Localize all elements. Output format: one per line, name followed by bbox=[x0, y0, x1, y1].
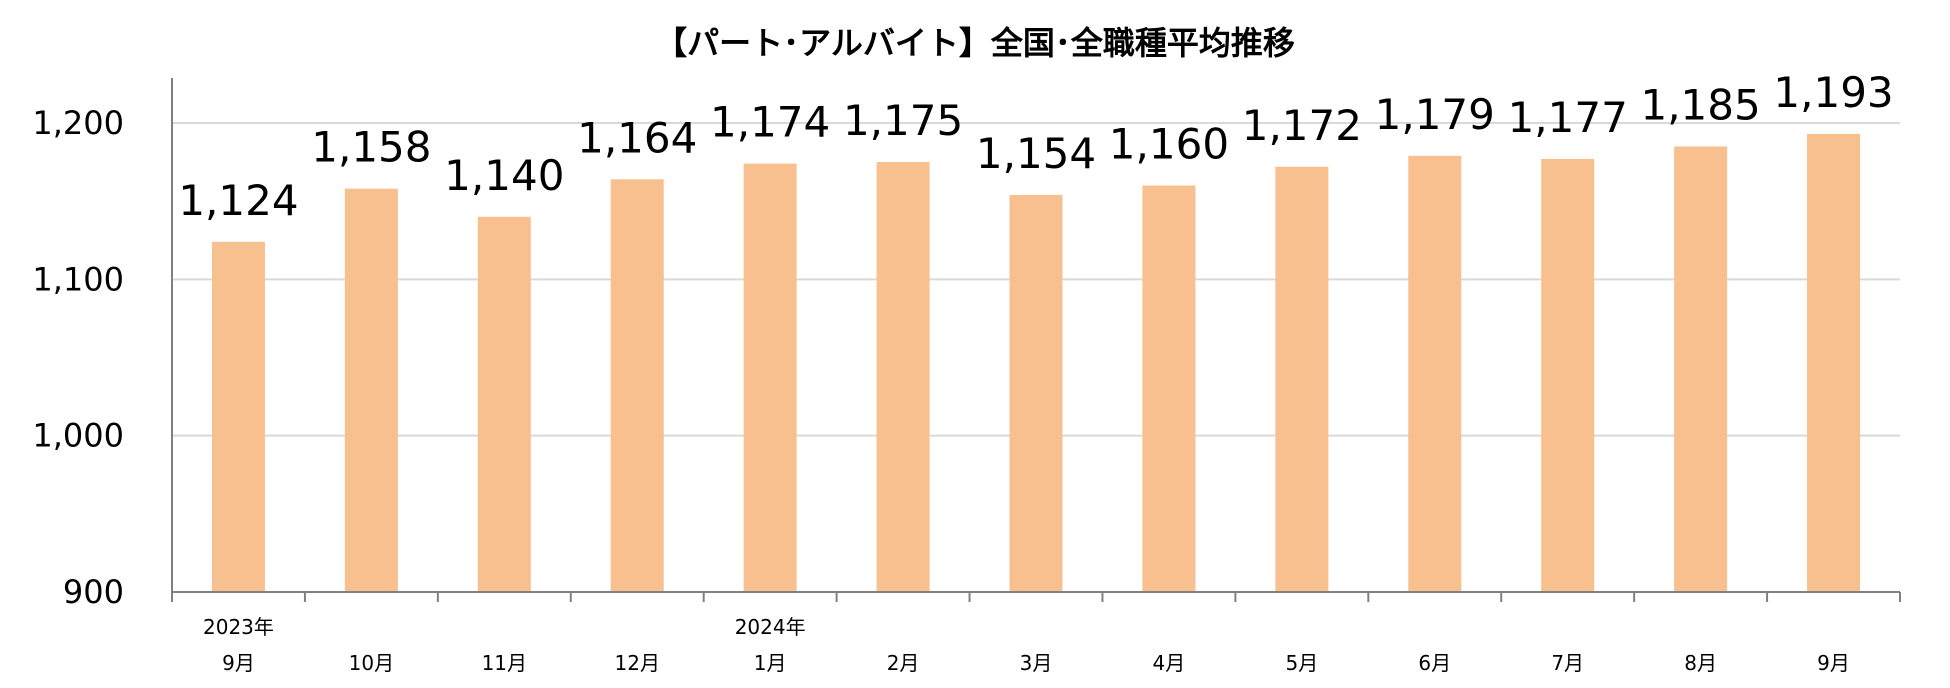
bar bbox=[1275, 166, 1329, 593]
bar bbox=[1807, 133, 1861, 592]
bar bbox=[477, 216, 531, 593]
y-tick-label: 1,200 bbox=[32, 104, 124, 142]
bar bbox=[1674, 146, 1728, 592]
bars bbox=[211, 133, 1861, 593]
data-label: 1,172 bbox=[1242, 101, 1362, 150]
bar bbox=[610, 179, 664, 592]
data-label: 1,185 bbox=[1640, 80, 1760, 129]
x-tick-label: 10月 bbox=[349, 651, 394, 675]
bar bbox=[743, 163, 797, 592]
x-year-label: 2023年 bbox=[203, 615, 274, 639]
data-label: 1,154 bbox=[976, 129, 1096, 178]
y-tick-label: 900 bbox=[63, 573, 124, 611]
bar bbox=[876, 162, 930, 593]
data-label: 1,174 bbox=[710, 98, 830, 147]
bar bbox=[1541, 158, 1595, 592]
data-label: 1,177 bbox=[1508, 93, 1628, 142]
data-label: 1,179 bbox=[1375, 90, 1495, 139]
data-label: 1,140 bbox=[444, 151, 564, 200]
x-tick-label: 9月 bbox=[1817, 651, 1850, 675]
x-tick-label: 1月 bbox=[754, 651, 787, 675]
labels: 900 1,000 1,100 1,200 1,124 2023年 9月 1,158 10月 1,… bbox=[32, 68, 1893, 675]
x-tick-label: 9月 bbox=[222, 651, 255, 675]
data-label: 1,158 bbox=[311, 123, 431, 172]
x-tick-label: 7月 bbox=[1551, 651, 1584, 675]
bar bbox=[1142, 185, 1196, 593]
x-tick-label: 8月 bbox=[1684, 651, 1717, 675]
x-tick-label: 6月 bbox=[1418, 651, 1451, 675]
x-year-label: 2024年 bbox=[735, 615, 806, 639]
data-label: 1,124 bbox=[178, 176, 298, 225]
x-tick-label: 3月 bbox=[1020, 651, 1053, 675]
data-label: 1,193 bbox=[1773, 68, 1893, 117]
y-tick-label: 1,100 bbox=[32, 260, 124, 298]
bar bbox=[1009, 194, 1063, 592]
x-tick-label: 11月 bbox=[482, 651, 527, 675]
data-label: 1,160 bbox=[1109, 120, 1229, 169]
x-tick-label: 2月 bbox=[887, 651, 920, 675]
data-label: 1,164 bbox=[577, 113, 697, 162]
y-tick-label: 1,000 bbox=[32, 417, 124, 455]
bar bbox=[344, 188, 398, 592]
x-tick-label: 4月 bbox=[1153, 651, 1186, 675]
data-label: 1,175 bbox=[843, 96, 963, 145]
axes bbox=[171, 78, 1901, 602]
bar bbox=[211, 241, 265, 592]
x-tick-label: 12月 bbox=[615, 651, 660, 675]
chart-title: 【パート･アルバイト】全国･全職種平均推移 bbox=[655, 24, 1295, 62]
bar bbox=[1408, 155, 1462, 592]
x-tick-label: 5月 bbox=[1285, 651, 1318, 675]
